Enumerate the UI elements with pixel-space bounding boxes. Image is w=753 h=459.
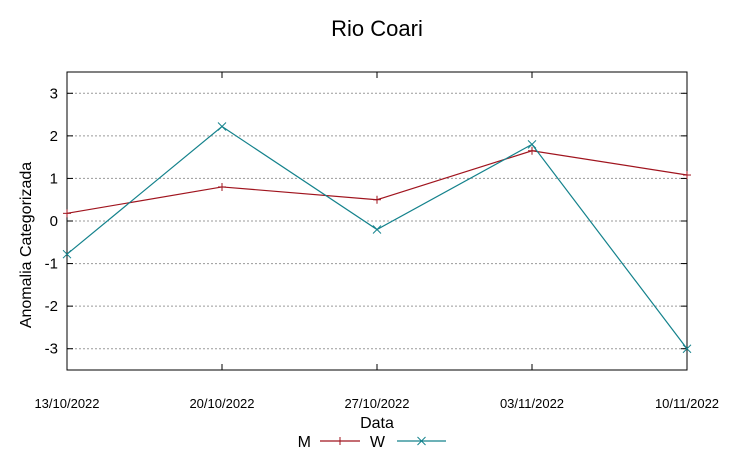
series-m-line	[66, 150, 688, 214]
y-tick-label: 2	[50, 128, 58, 145]
y-tick-label: 0	[50, 213, 58, 230]
series-w-point-marker	[62, 249, 72, 259]
y-tick-label: -1	[45, 256, 58, 273]
legend-w-marker	[417, 436, 426, 446]
chart-title: Rio Coari	[331, 16, 423, 41]
x-tick-label: 03/11/2022	[500, 396, 564, 411]
x-tick-label: 27/10/2022	[344, 396, 409, 411]
y-tick-label: -3	[45, 341, 58, 358]
series-w-point-marker	[372, 225, 382, 234]
legend-w-label: W	[370, 434, 386, 451]
grid-lines	[67, 92, 687, 350]
y-axis-ticks: 3 2 1 0 -1 -2 -3	[45, 85, 687, 358]
y-tick-label: 3	[50, 85, 58, 102]
y-axis-label: Anomalia Categorizada	[18, 162, 35, 328]
x-axis-label: Data	[360, 415, 394, 432]
x-tick-label: 10/11/2022	[655, 396, 719, 411]
x-axis-ticks: 13/10/2022 20/10/2022 27/10/2022 03/11/2022…	[34, 72, 719, 411]
y-tick-label: 1	[50, 170, 58, 187]
y-tick-label: -2	[45, 298, 58, 315]
series-w-point-marker	[217, 122, 227, 131]
series-w-point-marker	[682, 344, 692, 354]
x-tick-label: 13/10/2022	[34, 396, 99, 411]
legend-m-label: M	[298, 434, 311, 451]
series-w-line	[66, 125, 688, 350]
x-tick-label: 20/10/2022	[189, 396, 254, 411]
series-w-point-marker	[527, 140, 537, 149]
series-group	[62, 122, 692, 354]
